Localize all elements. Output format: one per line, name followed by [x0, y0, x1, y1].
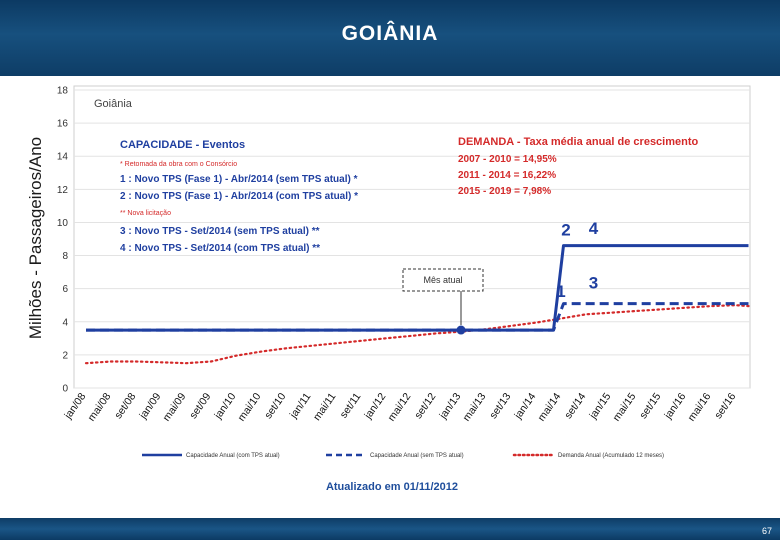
- capacity-event-1: 1 : Novo TPS (Fase 1) - Abr/2014 (sem TP…: [120, 174, 358, 185]
- x-tick-label: mai/12: [386, 391, 414, 424]
- x-tick-label: set/10: [262, 391, 288, 421]
- chart-title: Goiânia: [94, 98, 133, 110]
- x-tick-label: jan/15: [587, 391, 614, 422]
- x-tick-label: set/08: [112, 391, 138, 421]
- y-tick-label: 8: [62, 251, 68, 262]
- x-tick-label: mai/09: [161, 391, 189, 424]
- capacity-events-box: CAPACIDADE - Eventos * Retomada da obra …: [120, 139, 358, 254]
- grid-lines: [74, 89, 750, 389]
- capacity-event-2: 2 : Novo TPS (Fase 1) - Abr/2014 (com TP…: [120, 191, 358, 202]
- x-tick-label: jan/10: [212, 391, 239, 422]
- x-tick-label: jan/09: [137, 391, 164, 422]
- x-tick-label: jan/08: [62, 391, 89, 422]
- x-tick-label: jan/16: [662, 391, 689, 422]
- plot-area: [73, 85, 751, 389]
- x-tick-label: set/14: [562, 391, 588, 421]
- x-tick-label: mai/08: [86, 391, 114, 424]
- y-tick-label: 12: [57, 185, 69, 196]
- demand-rate-2015-2019: 2015 - 2019 = 7,98%: [458, 186, 551, 197]
- page-title: GOIÂNIA: [341, 22, 439, 45]
- header-bar: GOIÂNIA: [0, 0, 780, 76]
- legend-label-without-tps: Capacidade Anual (sem TPS atual): [370, 453, 464, 459]
- y-tick-label: 14: [57, 152, 69, 163]
- legend-label-demand: Demanda Anual (Acumulado 12 meses): [558, 453, 664, 459]
- series-line-dotted: [84, 304, 750, 365]
- x-tick-label: set/16: [712, 391, 738, 421]
- y-tick-label: 2: [62, 350, 68, 361]
- x-tick-label: set/15: [637, 391, 663, 421]
- y-tick-label: 4: [62, 317, 68, 328]
- x-tick-label: mai/10: [236, 391, 264, 424]
- capacity-note-1: * Retomada da obra com o Consórcio: [120, 161, 237, 168]
- event-markers: 2 4 1 3: [556, 219, 599, 301]
- x-axis-ticks: jan/08mai/08set/08jan/09mai/09set/09jan/…: [62, 391, 739, 424]
- event-marker-3: 3: [589, 274, 598, 293]
- event-marker-2: 2: [561, 221, 570, 240]
- capacity-event-4: 4 : Novo TPS - Set/2014 (com TPS atual) …: [120, 243, 320, 254]
- chart-container: 0 2 4 6 8 10 12 14 16 18 jan/08 mai/08 set/08 jan/09…: [14, 78, 774, 508]
- legend: Capacidade Anual (com TPS atual) Capacid…: [142, 453, 664, 459]
- event-marker-4: 4: [589, 219, 599, 238]
- x-tick-label: set/12: [412, 391, 438, 421]
- x-tick-label: set/13: [487, 391, 513, 421]
- x-tick-label: set/11: [338, 391, 364, 421]
- demand-rate-2007-2010: 2007 - 2010 = 14,95%: [458, 154, 557, 165]
- y-axis-label: Milhões - Passageiros/Ano: [26, 137, 45, 339]
- x-tick-label: mai/11: [311, 391, 339, 423]
- x-tick-label: jan/14: [512, 391, 539, 422]
- demand-growth-box: DEMANDA - Taxa média anual de cresciment…: [458, 136, 699, 197]
- y-tick-label: 16: [57, 119, 69, 130]
- capacity-box-title: CAPACIDADE - Eventos: [120, 139, 245, 151]
- y-tick-label: 10: [57, 218, 69, 229]
- y-tick-label: 0: [62, 384, 68, 395]
- event-marker-1: 1: [556, 282, 565, 301]
- demand-box-title: DEMANDA - Taxa média anual de cresciment…: [458, 136, 699, 148]
- y-tick-label: 18: [57, 86, 69, 97]
- x-tick-label: mai/15: [611, 391, 639, 424]
- x-tick-label: jan/11: [287, 391, 313, 422]
- capacity-event-3: 3 : Novo TPS - Set/2014 (sem TPS atual) …: [120, 226, 320, 237]
- footer-bar: 67: [0, 518, 780, 540]
- series-group: [84, 244, 750, 365]
- x-tick-label: mai/14: [536, 391, 564, 424]
- capacity-note-2: ** Nova licitação: [120, 210, 171, 217]
- current-month-label: Mês atual: [423, 275, 462, 285]
- x-tick-label: mai/13: [461, 391, 489, 424]
- legend-label-with-tps: Capacidade Anual (com TPS atual): [186, 453, 280, 459]
- x-tick-label: set/09: [187, 391, 213, 421]
- current-month-box: [402, 268, 484, 292]
- x-tick-label: jan/13: [437, 391, 464, 422]
- y-axis-ticks: 0 2 4 6 8 10 12 14 16 18: [57, 86, 69, 395]
- demand-rate-2011-2014: 2011 - 2014 = 16,22%: [458, 170, 556, 181]
- y-tick-label: 6: [62, 284, 68, 295]
- current-month-dot: [456, 325, 466, 335]
- series-line-solid: [86, 244, 749, 332]
- x-tick-label: jan/12: [362, 391, 389, 422]
- page-number: 67: [761, 526, 772, 536]
- series-line-dashed: [86, 302, 749, 332]
- updated-date: Atualizado em 01/11/2012: [326, 481, 458, 493]
- x-tick-label: mai/16: [686, 391, 714, 424]
